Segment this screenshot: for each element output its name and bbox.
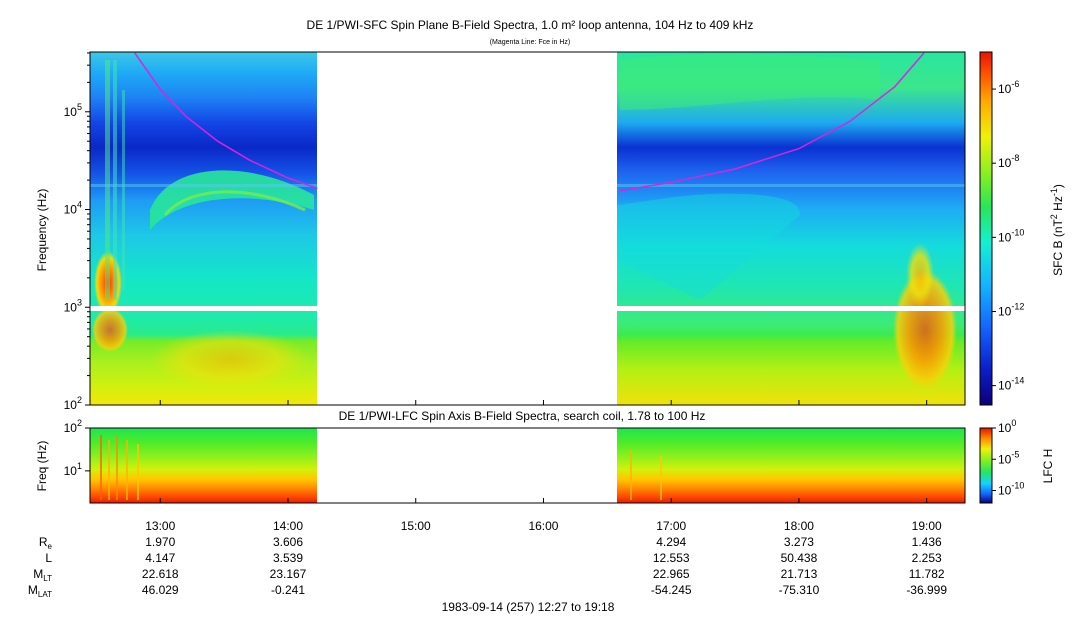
footer-date-range: 1983-09-14 (257) 12:27 to 19:18 — [442, 600, 615, 614]
panel1-band-split — [90, 306, 965, 311]
ephemeris-value: 22.618 — [142, 567, 179, 581]
xtick-label: 16:00 — [528, 519, 558, 533]
ephemeris-value: -75.310 — [779, 583, 820, 597]
panel1-spectrogram — [89, 51, 966, 406]
xtick-label: 15:00 — [401, 519, 431, 533]
xtick-label: 13:00 — [145, 519, 175, 533]
ephemeris-value: 46.029 — [142, 583, 179, 597]
colorbar1-label: SFC B (nT2 Hz-1) — [1049, 184, 1065, 276]
colorbar2-label: LFC H — [1041, 449, 1055, 484]
panel2-ytick-label: 101 — [64, 461, 82, 478]
ephemeris-row-label: MLAT — [28, 583, 52, 599]
panel1-ytick-label: 102 — [64, 395, 82, 412]
ephemeris-value: 50.438 — [781, 551, 818, 565]
ephemeris-table: Re 1.970 3.606 4.294 3.273 1.436 L 4.147 3.539 12… — [28, 535, 947, 599]
colorbar2-tick-label: 100 — [998, 418, 1016, 435]
colorbar1-tick-label: 10-8 — [998, 153, 1019, 170]
panel1-ytick-label: 104 — [64, 200, 82, 217]
ephemeris-value: -36.999 — [906, 583, 947, 597]
ephemeris-value: 23.167 — [270, 567, 307, 581]
panel2-right-data-block — [617, 428, 965, 503]
colorbar2-tick-label: 10-10 — [998, 481, 1024, 498]
colorbar1-tick-label: 10-6 — [998, 79, 1019, 96]
ephemeris-value: 1.970 — [145, 535, 175, 549]
ephemeris-value: -54.245 — [651, 583, 692, 597]
colorbar1-tick-label: 10-10 — [998, 227, 1024, 244]
ephemeris-value: 4.147 — [145, 551, 175, 565]
panel1-yaxis: Frequency (Hz) 102 103 104 105 — [35, 52, 90, 412]
ephemeris-value: 2.253 — [912, 551, 942, 565]
ephemeris-value: 4.294 — [656, 535, 686, 549]
ephemeris-value: 3.539 — [273, 551, 303, 565]
fce-line-left — [134, 52, 318, 190]
panel1-colorbar: 10-6 10-8 10-10 10-12 10-14 SFC B (nT2 Hz-1) — [979, 51, 1065, 406]
panel1-ytick-label: 105 — [64, 102, 82, 119]
colorbar1-tick-label: 10-14 — [998, 376, 1024, 393]
colorbar2-tick-label: 10-5 — [998, 449, 1019, 466]
ephemeris-value: 3.273 — [784, 535, 814, 549]
panel1-ytick-label: 103 — [64, 297, 82, 314]
panel1-ylabel: Frequency (Hz) — [35, 189, 49, 272]
fce-line-right — [619, 52, 925, 192]
ephemeris-row-label: MLT — [33, 567, 52, 583]
ephemeris-value: 22.965 — [653, 567, 690, 581]
panel1-frame — [89, 51, 966, 406]
ephemeris-value: 1.436 — [912, 535, 942, 549]
panel2-frame — [89, 427, 966, 504]
panel2-ytick-label: 102 — [64, 418, 82, 435]
panel2-ylabel: Freq (Hz) — [35, 441, 49, 492]
ephemeris-value: 21.713 — [781, 567, 818, 581]
colorbar2-bar — [979, 427, 993, 504]
colorbar1-bar — [979, 51, 993, 406]
panel2-spectrogram — [89, 427, 966, 504]
colorbar1-tick-label: 10-12 — [998, 301, 1024, 318]
ephemeris-row-label: L — [45, 551, 52, 565]
xtick-label: 17:00 — [656, 519, 686, 533]
panel2-left-data-block — [90, 428, 317, 503]
x-axis: 13:00 14:00 15:00 16:00 17:00 18:00 19:00 — [145, 400, 942, 533]
ephemeris-value: 12.553 — [653, 551, 690, 565]
ephemeris-row-label: Re — [39, 535, 53, 551]
panel2-yaxis: Freq (Hz) 101 102 — [35, 418, 90, 491]
panel2-features — [100, 435, 662, 500]
xtick-label: 14:00 — [273, 519, 303, 533]
xtick-label: 18:00 — [784, 519, 814, 533]
panel1-title: DE 1/PWI-SFC Spin Plane B-Field Spectra,… — [307, 18, 754, 32]
panel1-wave-features — [90, 54, 965, 390]
xtick-label: 19:00 — [912, 519, 942, 533]
ephemeris-value: 11.782 — [909, 567, 945, 581]
panel1-subtitle: (Magenta Line: Fce in Hz) — [490, 39, 571, 46]
ephemeris-value: -0.241 — [271, 583, 305, 597]
panel2-colorbar: 100 10-5 10-10 LFC H — [979, 418, 1055, 504]
ephemeris-value: 3.606 — [273, 535, 303, 549]
panel2-title: DE 1/PWI-LFC Spin Axis B-Field Spectra, … — [339, 409, 706, 423]
